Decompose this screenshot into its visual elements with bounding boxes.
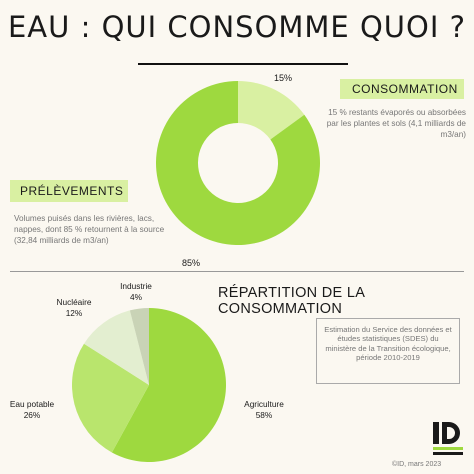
donut-label-consommation: 15% (274, 73, 293, 83)
consommation-description: 15 % restants évaporés ou absorbées par … (326, 108, 466, 139)
consommation-tag-label: CONSOMMATION (352, 82, 458, 96)
id-logo (433, 422, 463, 455)
prelevements-tag-label: PRÉLÈVEMENTS (20, 184, 124, 198)
prelevements-description: Volumes puisés dans les rivières, lacs, … (14, 214, 165, 245)
pie-slice-industrie (129, 308, 149, 385)
donut-chart (155, 81, 320, 246)
pie-label-industrie-value: 4% (130, 292, 142, 302)
page-title: EAU : QUI CONSOMME QUOI ? (7, 10, 467, 44)
section-title: RÉPARTITION DE LA CONSOMMATION (218, 285, 365, 317)
source-note: Estimation du Service des données et étu… (316, 318, 460, 384)
pie-label-agriculture-value: 58% (255, 410, 273, 420)
pie-chart (72, 308, 227, 462)
pie-label-nucleaire: Nucléaire 12% (54, 297, 94, 319)
donut-label-prelevements: 85% (182, 258, 201, 268)
pie-label-eau-potable-name: Eau potable (9, 399, 55, 409)
section-divider (10, 271, 464, 272)
pie-label-eau-potable-value: 26% (23, 410, 41, 420)
pie-label-industrie-name: Industrie (120, 281, 152, 291)
pie-slice-agriculture (111, 308, 227, 462)
pie-label-nucleaire-value: 12% (65, 308, 83, 318)
pie-label-nucleaire-name: Nucléaire (56, 297, 92, 307)
consommation-tag: CONSOMMATION (340, 79, 464, 99)
title-underline (138, 63, 348, 65)
footer-credit: ©ID, mars 2023 (392, 461, 442, 468)
pie-label-agriculture: Agriculture 58% (236, 399, 292, 421)
donut-slice-85- (155, 81, 320, 246)
pie-label-eau-potable: Eau potable 26% (4, 399, 60, 421)
pie-slice-eau-potable (72, 343, 149, 453)
prelevements-tag: PRÉLÈVEMENTS (10, 180, 128, 202)
pie-label-agriculture-name: Agriculture (244, 399, 284, 409)
pie-slice-nucl-aire (83, 310, 149, 385)
pie-label-industrie: Industrie 4% (116, 281, 156, 303)
donut-slice-15- (238, 81, 305, 140)
